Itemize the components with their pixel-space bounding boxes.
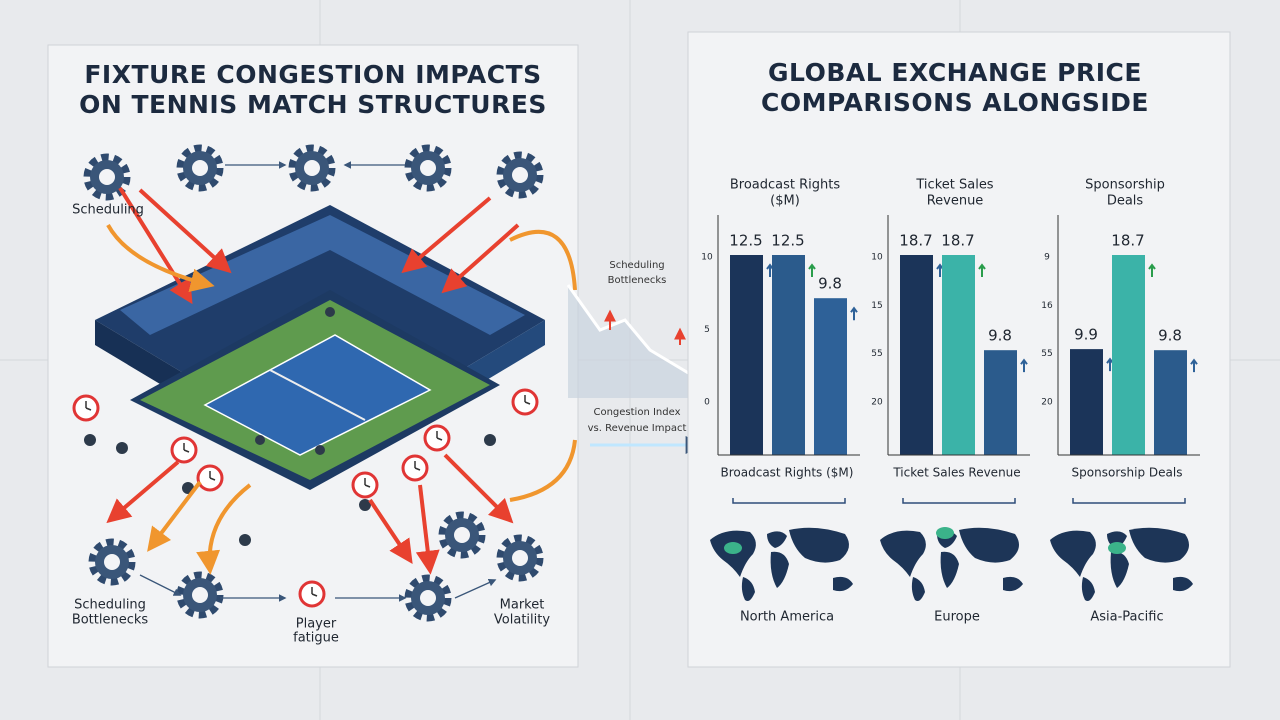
axis-label: 15: [871, 301, 882, 311]
charts: Broadcast Rights($M) 10 5 0 12.5 12.5 9.8 Broad…: [701, 178, 1200, 625]
axis-label: 20: [871, 398, 883, 408]
arrows: [106, 186, 577, 575]
trend-arrow: [978, 263, 986, 277]
region-label: North America: [740, 610, 834, 625]
connector-label: Bottlenecks: [608, 275, 667, 286]
bar: [814, 298, 847, 455]
region-highlight: [724, 542, 742, 554]
value-label: 18.7: [941, 232, 974, 250]
bracket: [732, 498, 846, 504]
right-title: COMPARISONS ALONGSIDE: [761, 88, 1149, 117]
label: Bottlenecks: [72, 613, 149, 628]
connector-label: Scheduling: [609, 260, 664, 271]
label: Scheduling: [74, 598, 146, 613]
connector-label: vs. Revenue Impact: [588, 423, 687, 434]
bar: [942, 255, 975, 455]
bracket: [902, 498, 1016, 504]
region-highlight: [936, 527, 954, 539]
bar: [1112, 255, 1145, 455]
axis-label: 20: [1041, 398, 1053, 408]
axis-label: 9: [1044, 253, 1050, 263]
bar: [730, 255, 763, 455]
x-label: Broadcast Rights ($M): [721, 466, 854, 480]
bar: [900, 255, 933, 455]
trend-arrow: [1020, 358, 1028, 373]
value-label: 9.9: [1074, 326, 1098, 344]
value-label: 9.8: [1158, 327, 1182, 345]
chart-title: Sponsorship: [1085, 178, 1165, 193]
connector-chart: [566, 284, 704, 454]
value-label: 18.7: [1111, 232, 1144, 250]
chart-title: Deals: [1107, 194, 1144, 209]
axis-label: 16: [1041, 301, 1053, 311]
label: Scheduling: [72, 203, 144, 218]
value-label: 18.7: [899, 232, 932, 250]
axis-label: 0: [704, 398, 710, 408]
connector-label: Congestion Index: [593, 407, 680, 418]
axis-label: 10: [871, 253, 883, 263]
axis-label: 10: [701, 253, 713, 263]
label: Volatility: [494, 613, 550, 628]
region-highlight: [1108, 542, 1126, 554]
chart-title: ($M): [770, 194, 800, 209]
trend-arrow: [808, 263, 816, 277]
chart-title: Ticket Sales: [915, 178, 993, 193]
trend-arrow: [1190, 358, 1198, 373]
label: Player: [296, 617, 337, 632]
axis-label: 55: [871, 349, 882, 359]
value-label: 12.5: [771, 232, 804, 250]
value-label: 12.5: [729, 232, 762, 250]
bar: [984, 350, 1017, 455]
axis-label: 55: [1041, 349, 1052, 359]
bar: [772, 255, 805, 455]
left-title: FIXTURE CONGESTION IMPACTS: [84, 60, 541, 89]
x-label: Ticket Sales Revenue: [892, 466, 1020, 480]
trend-arrow: [850, 306, 858, 321]
x-label: Sponsorship Deals: [1072, 466, 1183, 480]
region-label: Europe: [934, 610, 980, 625]
bracket: [1072, 498, 1186, 504]
flow-lines: [139, 161, 497, 602]
axis-label: 5: [704, 325, 710, 335]
region-label: Asia-Pacific: [1090, 610, 1163, 625]
value-label: 9.8: [988, 327, 1012, 345]
chart-title: Broadcast Rights: [730, 178, 840, 193]
chart-title: Revenue: [927, 194, 984, 209]
label: Market: [500, 598, 545, 613]
bar: [1154, 350, 1187, 455]
value-label: 9.8: [818, 275, 842, 293]
label: fatigue: [293, 631, 339, 646]
bar: [1070, 349, 1103, 455]
left-title: ON TENNIS MATCH STRUCTURES: [79, 90, 547, 119]
right-title: GLOBAL EXCHANGE PRICE: [768, 58, 1142, 87]
trend-arrow: [1148, 263, 1156, 277]
